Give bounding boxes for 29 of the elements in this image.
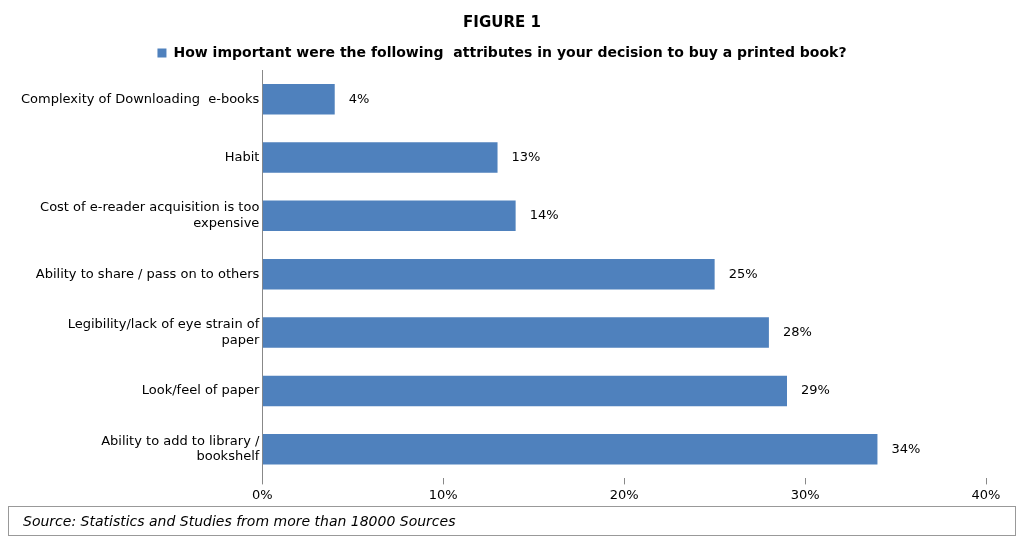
y-tick-label: Habit	[224, 148, 260, 164]
x-tick-label: 20%	[609, 486, 639, 502]
bar	[262, 200, 516, 232]
data-label: 14%	[529, 207, 559, 223]
x-tick-label: 40%	[971, 486, 1001, 502]
data-label: 13%	[511, 148, 541, 164]
data-label: 34%	[891, 440, 921, 456]
data-label: 25%	[728, 265, 758, 281]
bar	[262, 83, 335, 115]
y-tick-label: Complexity of Downloading e-books	[21, 90, 260, 106]
bar	[262, 317, 769, 348]
data-label: 29%	[801, 382, 830, 398]
bar	[262, 375, 787, 407]
x-tick-label: 30%	[790, 486, 820, 502]
bar	[262, 433, 878, 465]
legend-label: How important were the following attributes in your decision to buy a printed book?	[173, 43, 847, 60]
y-tick-label: Cost of e-reader acquisition is too expensive	[40, 199, 260, 231]
data-label: 28%	[782, 323, 812, 339]
data-label: 4%	[348, 90, 370, 106]
source-note: Source: Statistics and Studies from more than 18000 Sources	[8, 506, 1016, 536]
x-tick-label: 0%	[252, 486, 273, 502]
chart-title: FIGURE 1	[463, 12, 541, 31]
y-tick-label: Look/feel of paper	[141, 382, 261, 398]
y-tick-label: Ability to add to library / bookshelf	[101, 432, 260, 464]
bar	[262, 258, 715, 290]
x-tick-label: 10%	[428, 486, 458, 502]
y-tick-label: Ability to share / pass on to others	[35, 265, 260, 281]
bar	[262, 142, 498, 173]
y-tick-label: Legibility/lack of eye strain of paper	[67, 316, 260, 347]
